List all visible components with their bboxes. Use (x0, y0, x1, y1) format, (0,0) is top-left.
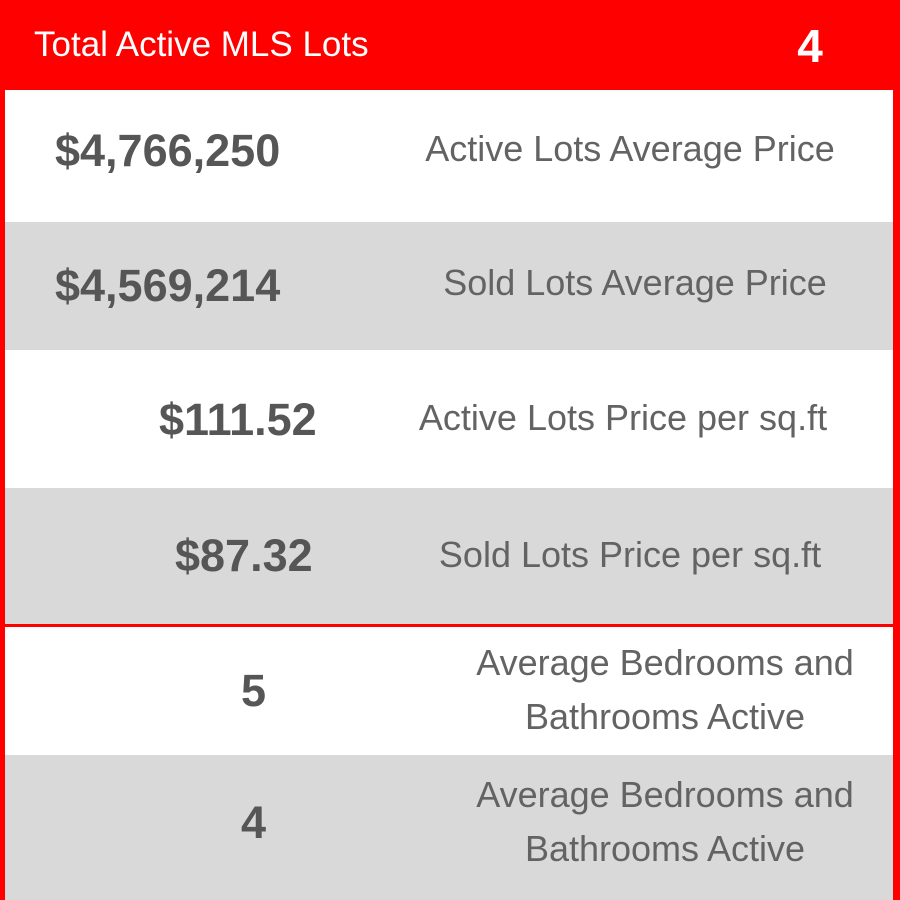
stat-label: Average Bedrooms and Bathrooms Active (445, 768, 885, 876)
stat-value: 4 (241, 797, 267, 848)
stat-label-line-1: Average Bedrooms and (476, 642, 854, 683)
stat-row-sold-price-per-sqft: $87.32 Sold Lots Price per sq.ft (5, 488, 893, 624)
stat-value: 5 (241, 665, 267, 716)
stat-row-bedrooms-bathrooms-2: 4 Average Bedrooms and Bathrooms Active (5, 755, 893, 900)
stat-value: $87.32 (175, 530, 313, 581)
stat-label: Sold Lots Average Price (443, 262, 827, 303)
stat-row-active-price-per-sqft: $111.52 Active Lots Price per sq.ft (5, 350, 893, 488)
stat-label-line-2: Bathrooms Active (524, 696, 806, 737)
stat-label: Active Lots Price per sq.ft (418, 397, 828, 438)
stat-value: $4,569,214 (55, 260, 281, 311)
stat-label-line-2: Bathrooms Active (524, 828, 806, 869)
stat-label: Sold Lots Price per sq.ft (438, 534, 822, 575)
stat-value: $111.52 (159, 394, 317, 445)
stat-label: Active Lots Average Price (425, 128, 835, 169)
stat-value: $4,766,250 (55, 125, 281, 176)
stat-label: Average Bedrooms and Bathrooms Active (445, 636, 885, 744)
total-lots-count: 4 (797, 20, 823, 72)
header-bar: Total Active MLS Lots 4 (0, 0, 900, 90)
stat-row-sold-average-price: $4,569,214 Sold Lots Average Price (5, 222, 893, 350)
stat-row-active-average-price: $4,766,250 Active Lots Average Price (5, 90, 893, 222)
header-title: Total Active MLS Lots (34, 25, 369, 64)
stat-label-line-1: Average Bedrooms and (476, 774, 854, 815)
stat-row-bedrooms-bathrooms-1: 5 Average Bedrooms and Bathrooms Active (5, 627, 893, 755)
